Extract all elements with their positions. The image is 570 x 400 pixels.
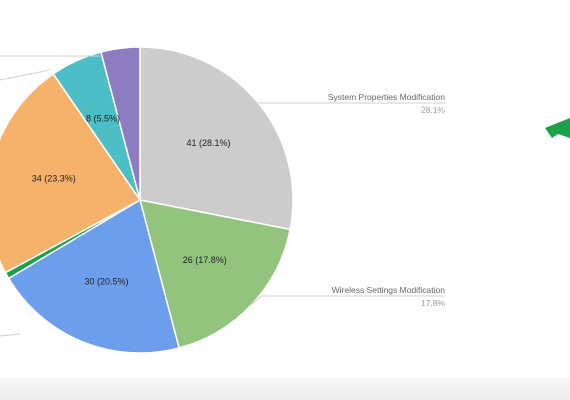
leader-line-1 xyxy=(251,295,445,306)
leader-lines xyxy=(0,55,445,337)
slice-value-label-5: 8 (5.5%) xyxy=(86,114,120,124)
slice-value-label-2: 30 (20.5%) xyxy=(84,277,128,287)
left-leader-line-1 xyxy=(0,69,51,81)
partial-logo-mark xyxy=(545,118,570,138)
slices-layer xyxy=(0,46,294,354)
legend-percent-0: 28.1% xyxy=(421,105,446,115)
slice-labels: 41 (28.1%) 26 (17.8%) 30 (20.5%) 34 (23.3%)… xyxy=(32,114,231,287)
pie-slice-6 xyxy=(100,46,141,201)
legend-name-0: System Properties Modification xyxy=(328,92,445,102)
legend-name-1: Wireless Settings Modification xyxy=(332,285,446,295)
pie-slice-1 xyxy=(138,199,292,349)
slice-value-label-1: 26 (17.8%) xyxy=(183,255,227,265)
pie-slice-4 xyxy=(0,72,142,274)
slice-value-label-4: 34 (23.3%) xyxy=(32,174,76,184)
legend-labels: System Properties Modification 28.1% Wirel… xyxy=(328,92,446,308)
slice-value-label-0: 41 (28.1%) xyxy=(187,138,231,148)
legend-percent-1: 17.8% xyxy=(421,298,446,308)
bottom-band xyxy=(0,378,570,400)
left-leader-line-2 xyxy=(0,333,21,337)
pie-slice-2 xyxy=(7,198,180,354)
pie-slice-0 xyxy=(139,46,294,231)
